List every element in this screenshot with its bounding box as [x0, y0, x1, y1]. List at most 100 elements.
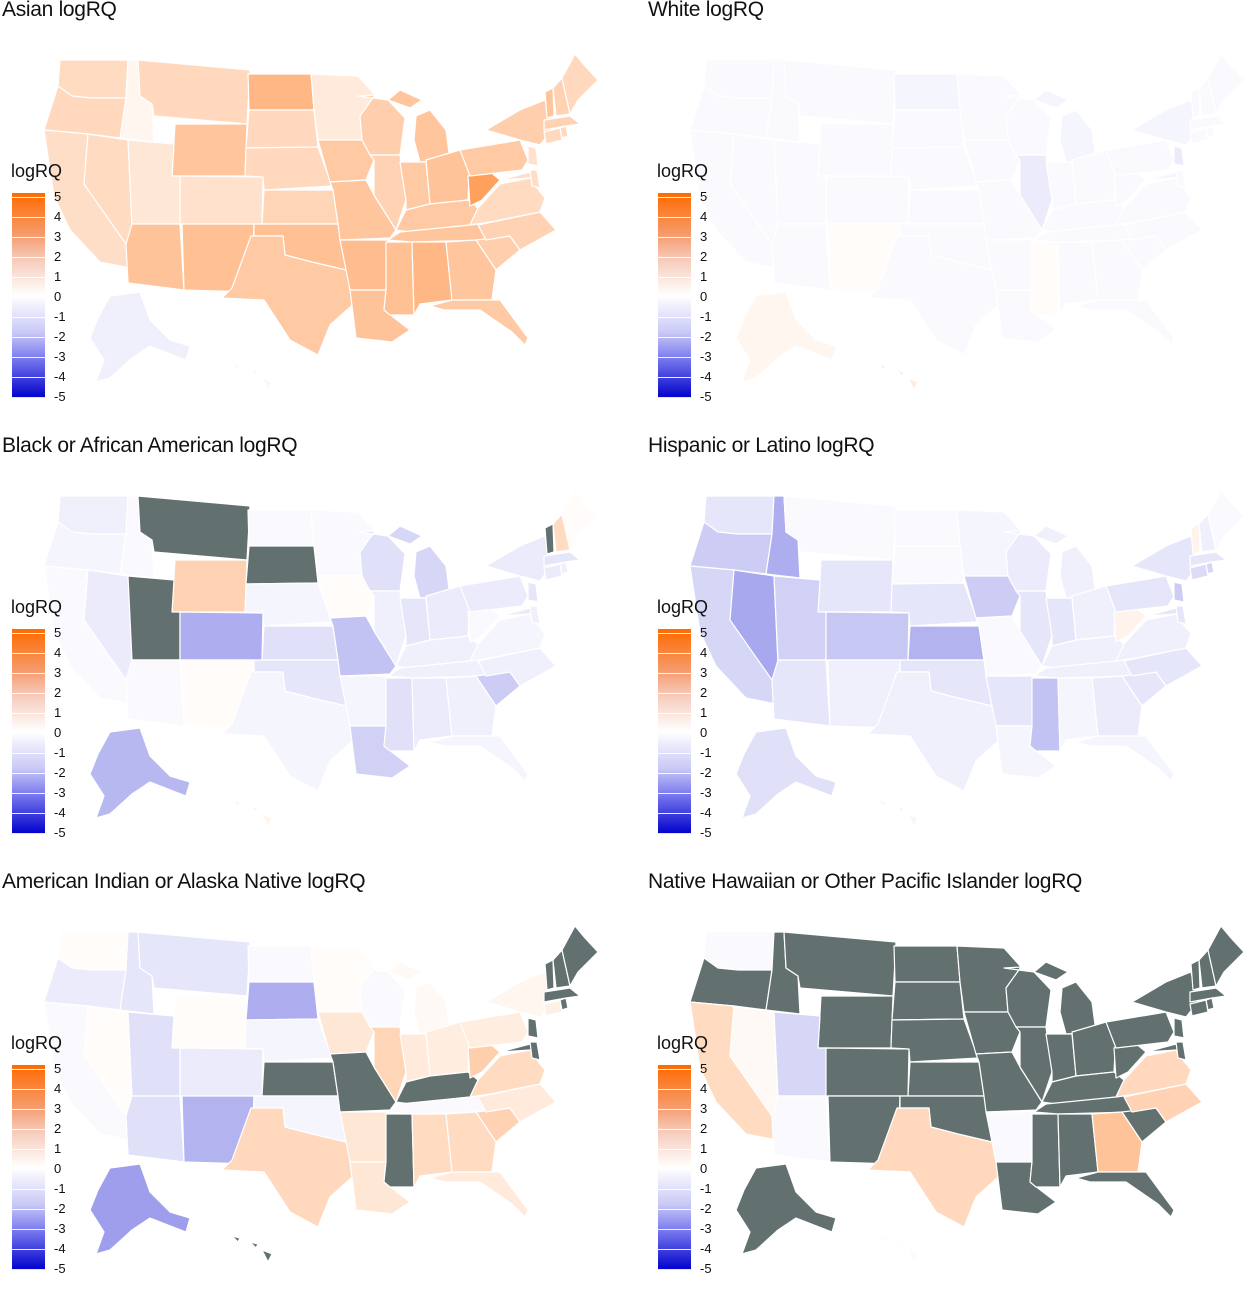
state-tx — [221, 1107, 359, 1228]
legend-tick — [658, 297, 691, 298]
legend-label: -5 — [54, 825, 66, 840]
state-pa — [1105, 1011, 1175, 1049]
legend-label: 4 — [54, 1081, 62, 1096]
state-ak — [735, 1163, 837, 1255]
legend-tick — [12, 793, 45, 794]
legend-colorbar — [12, 629, 45, 834]
legend-tick — [658, 1089, 691, 1090]
legend-label: -5 — [54, 389, 66, 404]
state-nj — [527, 145, 539, 167]
legend-label: 2 — [700, 685, 708, 700]
state-ny — [1131, 971, 1199, 1018]
legend-tick — [12, 397, 45, 398]
panel-title: American Indian or Alaska Native logRQ — [2, 870, 366, 893]
state-al — [1057, 1113, 1099, 1188]
state-mt — [137, 59, 251, 125]
legend-tick — [658, 713, 691, 714]
state-ms — [383, 1113, 415, 1188]
state-az — [125, 659, 185, 727]
state-ks — [907, 189, 985, 225]
legend-tick — [658, 633, 691, 634]
state-ma — [543, 115, 581, 131]
map-aian — [43, 925, 599, 1263]
legend-tick — [658, 813, 691, 814]
legend-label: 3 — [54, 665, 62, 680]
state-md — [499, 171, 541, 193]
state-ks — [907, 625, 985, 661]
state-hi — [231, 799, 273, 827]
legend-label: -1 — [700, 745, 712, 760]
legend-tick — [658, 1129, 691, 1130]
legend-label: -2 — [700, 1201, 712, 1216]
legend-title: logRQ — [11, 597, 63, 617]
legend-label: 5 — [700, 189, 708, 204]
state-ny — [1131, 99, 1199, 146]
state-ms — [1029, 1113, 1061, 1188]
legend-label: 0 — [54, 725, 62, 740]
legend-tick — [12, 1109, 45, 1110]
state-vt — [544, 959, 555, 991]
state-ia — [963, 575, 1021, 619]
state-vt — [1190, 523, 1201, 555]
state-ut — [773, 139, 827, 225]
state-pa — [1105, 575, 1175, 613]
legend-tick — [658, 833, 691, 834]
legend-title: logRQ — [11, 1033, 63, 1053]
state-sd — [245, 981, 319, 1021]
legend-label: 1 — [700, 705, 708, 720]
legend-tick — [12, 1209, 45, 1210]
state-al — [411, 677, 453, 752]
legend: logRQ 5 4 3 2 1 0 -1 -2 -3 -4 -5 — [8, 597, 78, 840]
legend-tick — [658, 1109, 691, 1110]
panel-hispanic: Hispanic or Latino logRQ logRQ 5 4 3 2 1 0 -1 -2… — [646, 434, 1244, 872]
legend-label: -4 — [700, 369, 712, 384]
state-ms — [1029, 677, 1061, 752]
state-tx — [221, 235, 359, 356]
state-ia — [317, 139, 375, 183]
state-ri — [1205, 997, 1215, 1011]
state-co — [825, 175, 910, 225]
state-ks — [261, 1061, 339, 1097]
state-ct — [543, 999, 563, 1017]
state-ri — [559, 125, 569, 139]
legend-label: -4 — [54, 1241, 66, 1256]
state-tx — [221, 671, 359, 792]
legend-label: 1 — [700, 1141, 708, 1156]
state-ms — [383, 241, 415, 316]
state-me — [1207, 925, 1244, 987]
state-az — [125, 1095, 185, 1163]
legend-label: 4 — [54, 209, 62, 224]
state-ma — [1189, 987, 1227, 1003]
state-ny — [485, 99, 553, 146]
legend-label: 0 — [700, 289, 708, 304]
panel-title: Native Hawaiian or Other Pacific Islande… — [648, 870, 1083, 893]
state-pa — [459, 575, 529, 613]
legend-label: -3 — [54, 785, 66, 800]
state-nd — [893, 945, 961, 983]
legend-tick — [658, 337, 691, 338]
legend-tick — [12, 753, 45, 754]
legend-tick — [12, 337, 45, 338]
state-ia — [963, 139, 1021, 183]
state-nj — [1173, 1017, 1185, 1039]
state-sd — [891, 981, 965, 1021]
legend-tick — [12, 1069, 45, 1070]
state-hi — [231, 363, 273, 391]
legend-label: 4 — [700, 645, 708, 660]
state-me — [1207, 489, 1244, 551]
state-de — [529, 1041, 541, 1061]
state-hi — [231, 1235, 273, 1263]
legend-tick — [658, 277, 691, 278]
legend-tick — [658, 1149, 691, 1150]
state-tx — [867, 671, 1005, 792]
legend-label: -2 — [54, 1201, 66, 1216]
legend-label: 4 — [54, 645, 62, 660]
state-ak — [89, 1163, 191, 1255]
legend-label: -3 — [54, 1221, 66, 1236]
state-co — [179, 1047, 264, 1097]
legend-label: -4 — [54, 805, 66, 820]
legend-label: -2 — [700, 765, 712, 780]
state-vt — [1190, 959, 1201, 991]
state-az — [771, 1095, 831, 1163]
legend: logRQ 5 4 3 2 1 0 -1 -2 -3 -4 -5 — [8, 161, 78, 404]
